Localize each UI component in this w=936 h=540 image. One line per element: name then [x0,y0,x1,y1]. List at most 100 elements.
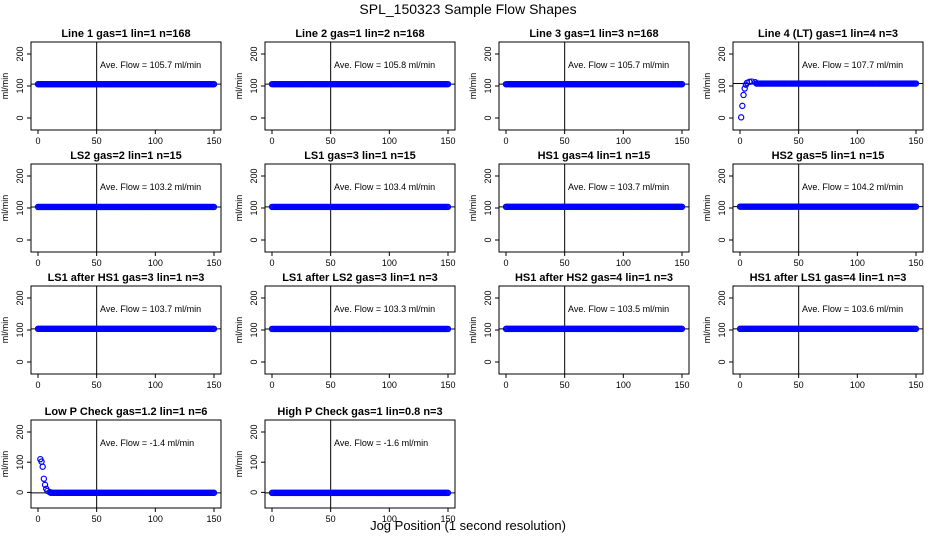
y-tick-label: 100 [249,78,259,93]
x-tick-label: 100 [148,514,163,524]
data-point [678,325,686,333]
x-tick-label: 50 [326,136,336,146]
avg-flow-annotation: Ave. Flow = 103.7 ml/min [100,304,201,314]
x-tick-label: 100 [850,136,865,146]
y-tick-label: 100 [717,200,727,215]
data-point [41,481,49,489]
x-tick-label: 50 [92,136,102,146]
x-tick-label: 150 [206,380,221,390]
y-tick-label: 200 [249,46,259,61]
x-tick-label: 0 [35,380,40,390]
avg-flow-annotation: Ave. Flow = 105.7 ml/min [568,60,669,70]
y-tick-label: 0 [249,115,259,120]
y-tick-label: 100 [15,455,25,470]
panel-14: High P Check gas=1 lin=0.8 n=3 ml/min 0 100… [234,406,456,524]
panel-5: LS2 gas=2 lin=1 n=15 ml/min 0 100 200 0 50 100 1… [0,150,222,268]
y-axis-label: ml/min [468,73,478,100]
panel-title: LS1 after LS2 gas=3 lin=1 n=3 [282,272,438,284]
avg-flow-annotation: Ave. Flow = 103.4 ml/min [334,182,435,192]
x-tick-label: 0 [269,258,274,268]
data-point [444,489,452,497]
y-tick-label: 200 [717,168,727,183]
avg-flow-annotation: Ave. Flow = -1.4 ml/min [100,438,194,448]
x-tick-label: 50 [92,258,102,268]
x-tick-label: 100 [616,380,631,390]
y-tick-label: 200 [15,46,25,61]
x-tick-label: 150 [440,380,455,390]
y-tick-label: 100 [249,200,259,215]
data-point [444,203,452,211]
x-tick-label: 150 [674,258,689,268]
x-tick-label: 100 [148,380,163,390]
x-tick-label: 150 [674,380,689,390]
x-tick-label: 100 [148,136,163,146]
x-tick-label: 50 [560,136,570,146]
x-tick-label: 50 [326,258,336,268]
x-tick-label: 0 [35,258,40,268]
data-point [912,203,920,210]
y-tick-label: 0 [15,490,25,495]
y-axis-label: ml/min [234,451,244,478]
y-tick-label: 0 [15,115,25,120]
x-tick-label: 0 [503,136,508,146]
y-tick-label: 200 [15,424,25,439]
x-tick-label: 100 [382,136,397,146]
avg-flow-annotation: Ave. Flow = 105.7 ml/min [100,60,201,70]
y-tick-label: 0 [717,359,727,364]
x-tick-label: 50 [794,136,804,146]
y-tick-label: 200 [483,168,493,183]
y-axis-label: ml/min [0,73,10,100]
y-tick-label: 200 [15,290,25,305]
x-tick-label: 100 [616,136,631,146]
panel-8: HS2 gas=5 lin=1 n=15 ml/min 0 100 200 0 50 100 1… [702,150,924,268]
data-point [40,475,48,483]
y-tick-label: 100 [483,78,493,93]
y-axis-label: ml/min [0,451,10,478]
x-tick-label: 150 [206,258,221,268]
y-tick-label: 100 [483,322,493,337]
panel-11: HS1 after HS2 gas=4 lin=1 n=3 ml/min 0 100 2… [468,272,690,390]
x-tick-label: 50 [92,514,102,524]
y-tick-label: 200 [483,290,493,305]
data-point [39,463,46,470]
panel-title: Low P Check gas=1.2 lin=1 n=6 [45,406,208,418]
x-tick-label: 100 [616,258,631,268]
avg-flow-annotation: Ave. Flow = -1.6 ml/min [334,438,428,448]
y-axis-label: ml/min [702,317,712,344]
panel-7: HS1 gas=4 lin=1 n=15 ml/min 0 100 200 0 50 100 1… [468,150,690,268]
y-tick-label: 0 [249,237,259,242]
panel-title: Line 4 (LT) gas=1 lin=4 n=3 [758,28,898,40]
y-axis-label: ml/min [0,317,10,344]
avg-flow-annotation: Ave. Flow = 105.8 ml/min [334,60,435,70]
y-axis-label: ml/min [234,73,244,100]
x-tick-label: 0 [503,380,508,390]
y-tick-label: 200 [249,424,259,439]
x-tick-label: 100 [148,258,163,268]
plot-frame [30,419,222,509]
x-tick-label: 150 [908,258,923,268]
x-tick-label: 150 [440,514,455,524]
panel-13: Low P Check gas=1.2 lin=1 n=6 ml/min 0 100 2… [0,406,222,524]
y-axis-label: ml/min [234,317,244,344]
y-tick-label: 0 [483,115,493,120]
data-point [444,80,452,88]
x-tick-label: 100 [850,258,865,268]
data-point [678,80,686,88]
data-point [746,78,753,86]
panel-10: LS1 after LS2 gas=3 lin=1 n=3 ml/min 0 100 2… [234,272,456,390]
x-tick-label: 0 [269,136,274,146]
y-tick-label: 200 [249,290,259,305]
panel-title: HS1 gas=4 lin=1 n=15 [538,150,651,162]
data-point [210,203,218,211]
panel-2: Line 2 gas=1 lin=2 n=168 ml/min 0 100 200 0 50… [234,28,456,146]
panel-1: Line 1 gas=1 lin=1 n=168 ml/min 0 100 200 0 50… [0,28,222,146]
data-point [912,325,920,333]
x-tick-label: 50 [794,258,804,268]
y-axis-label: ml/min [468,317,478,344]
x-tick-label: 50 [794,380,804,390]
x-tick-label: 100 [850,380,865,390]
x-tick-label: 0 [35,136,40,146]
x-tick-label: 100 [382,514,397,524]
y-tick-label: 0 [717,115,727,120]
data-point [678,203,686,211]
